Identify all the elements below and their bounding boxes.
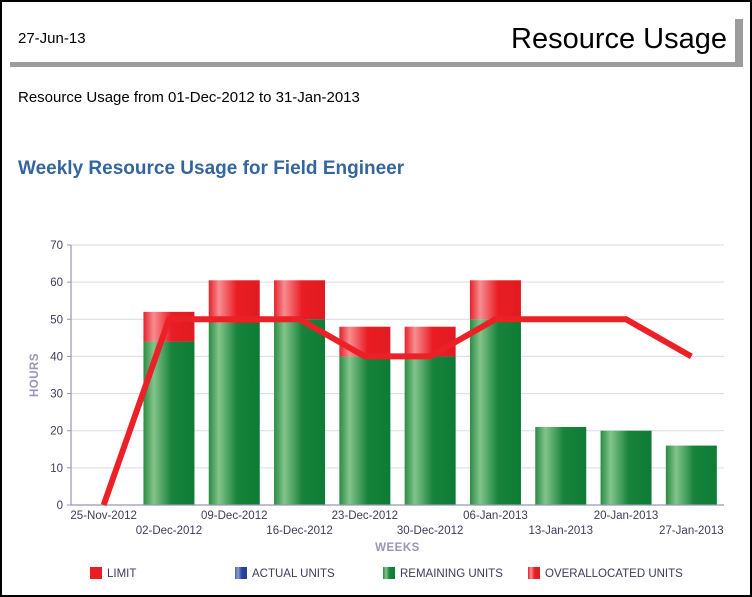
x-tick-label: 20-Jan-2013 <box>594 510 659 522</box>
y-tick-label: 30 <box>50 389 63 401</box>
overallocated-units-bar <box>208 280 260 323</box>
x-tick-label: 13-Jan-2013 <box>528 525 593 537</box>
x-tick-label: 09-Dec-2012 <box>201 510 267 522</box>
legend-label-remaining-units: REMAINING UNITS <box>400 568 503 580</box>
report-range-text: Resource Usage from 01-Dec-2012 to 31-Ja… <box>18 89 360 106</box>
y-tick-label: 0 <box>57 500 63 512</box>
x-tick-label: 02-Dec-2012 <box>136 525 202 537</box>
remaining-units-swatch-icon <box>383 567 395 579</box>
remaining-units-bar <box>535 427 587 505</box>
x-tick-label: 30-Dec-2012 <box>397 525 463 537</box>
y-tick-label: 10 <box>50 463 63 475</box>
remaining-units-bar <box>469 319 521 505</box>
report-date: 27-Jun-13 <box>18 30 86 47</box>
x-tick-label: 06-Jan-2013 <box>463 510 528 522</box>
header-divider <box>10 62 743 67</box>
remaining-units-bar <box>665 445 717 505</box>
overallocated-units-bar <box>274 280 326 320</box>
title-accent-bar <box>735 19 743 63</box>
legend-label-overallocated-units: OVERALLOCATED UNITS <box>545 568 683 580</box>
y-tick-label: 40 <box>50 351 63 363</box>
x-axis-title: WEEKS <box>375 542 420 554</box>
y-axis-title: HOURS <box>29 353 41 397</box>
legend-label-actual-units: ACTUAL UNITS <box>252 568 335 580</box>
chart-title: Weekly Resource Usage for Field Engineer <box>18 158 405 179</box>
remaining-units-bar <box>274 319 326 505</box>
remaining-units-bar <box>208 323 260 505</box>
limit-swatch-icon <box>90 567 102 579</box>
overallocated-units-swatch-icon <box>528 567 540 579</box>
limit-line <box>100 316 693 506</box>
x-tick-label: 16-Dec-2012 <box>266 525 332 537</box>
overallocated-units-bar <box>469 280 521 320</box>
x-tick-label: 23-Dec-2012 <box>332 510 398 522</box>
legend-label-limit: LIMIT <box>107 568 137 580</box>
overallocated-units-bar <box>339 326 391 357</box>
legend-item-remaining-units: REMAINING UNITS <box>383 567 503 580</box>
legend-item-overallocated-units: OVERALLOCATED UNITS <box>528 567 683 580</box>
page-title: Resource Usage <box>511 23 727 55</box>
y-tick-label: 60 <box>50 277 63 289</box>
y-tick-label: 20 <box>50 426 63 438</box>
remaining-units-bar <box>339 356 391 505</box>
actual-units-swatch-icon <box>235 567 247 579</box>
remaining-units-bar <box>404 356 456 505</box>
y-tick-label: 70 <box>50 240 63 252</box>
y-tick-label: 50 <box>50 314 63 326</box>
x-tick-label: 27-Jan-2013 <box>659 525 724 537</box>
overallocated-units-bar <box>404 326 456 357</box>
legend-item-limit: LIMIT <box>90 567 136 580</box>
remaining-units-bar <box>600 430 652 505</box>
x-tick-label: 25-Nov-2012 <box>70 510 136 522</box>
legend-item-actual-units: ACTUAL UNITS <box>235 567 335 580</box>
